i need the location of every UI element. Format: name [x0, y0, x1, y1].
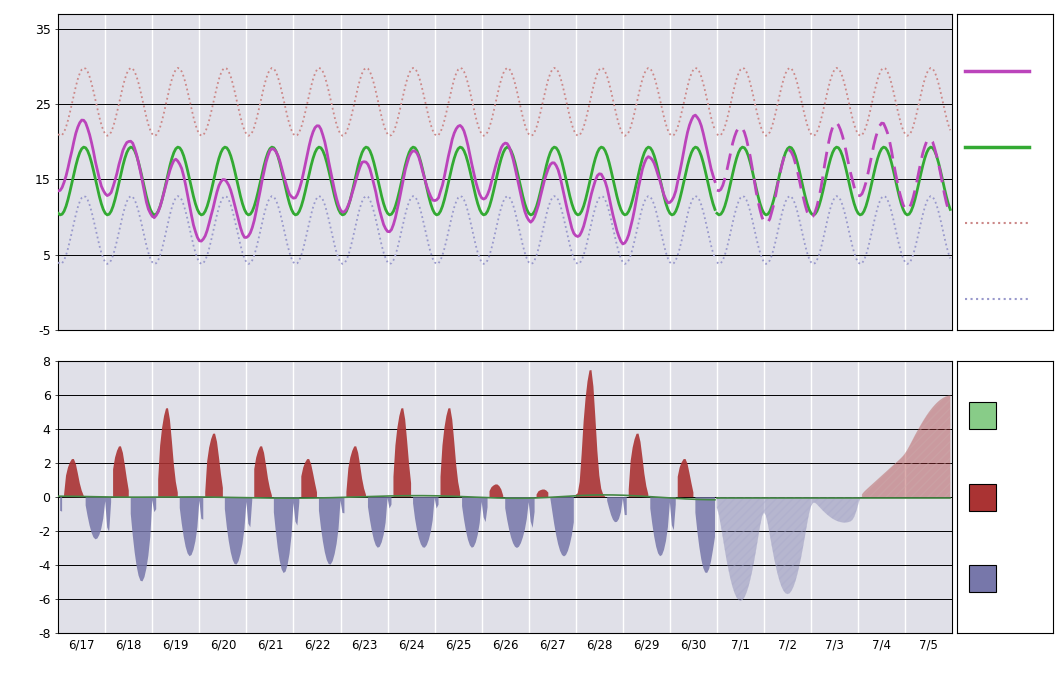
- Bar: [969, 484, 996, 511]
- Bar: [969, 565, 996, 592]
- Bar: [969, 402, 996, 429]
